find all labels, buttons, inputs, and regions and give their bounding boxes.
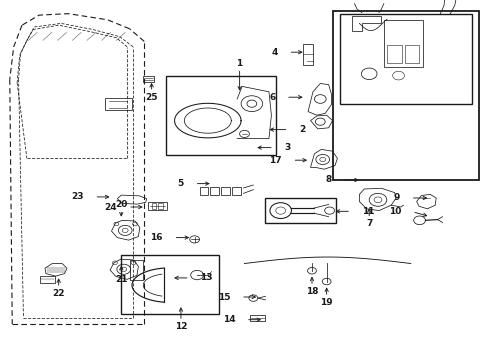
Bar (404, 45, 418, 63)
Bar (210, 187, 219, 195)
Text: 16: 16 (150, 233, 163, 242)
Text: 15: 15 (217, 292, 230, 302)
Text: 11: 11 (361, 207, 374, 216)
Text: 2: 2 (299, 125, 305, 134)
Bar (231, 187, 240, 195)
Text: 17: 17 (268, 156, 281, 165)
Text: 8: 8 (325, 175, 331, 184)
Bar (386, 45, 401, 63)
Text: 22: 22 (52, 289, 65, 298)
Text: 12: 12 (174, 322, 187, 331)
Text: 19: 19 (320, 298, 332, 307)
Bar (151, 203, 156, 209)
Text: 14: 14 (222, 315, 235, 324)
Bar (142, 76, 153, 82)
Bar (383, 20, 422, 67)
Text: 9: 9 (393, 194, 399, 202)
Bar (332, 11, 478, 180)
Text: 24: 24 (104, 202, 117, 211)
Bar (129, 260, 143, 280)
Text: 1: 1 (236, 58, 242, 68)
Bar (264, 198, 335, 223)
Bar (166, 76, 276, 155)
Bar (221, 187, 229, 195)
Text: 23: 23 (71, 192, 83, 201)
Bar (250, 315, 264, 321)
Bar (40, 276, 55, 283)
Text: 21: 21 (115, 275, 127, 284)
Bar (121, 255, 219, 314)
Text: 3: 3 (284, 143, 290, 152)
Text: 10: 10 (388, 207, 401, 216)
Text: 6: 6 (268, 93, 275, 102)
Bar (105, 98, 132, 110)
Text: 4: 4 (271, 48, 277, 57)
Bar (158, 203, 163, 209)
Text: 13: 13 (200, 274, 213, 282)
Text: 5: 5 (177, 179, 183, 188)
Bar (339, 14, 471, 104)
Text: 25: 25 (145, 93, 158, 102)
Bar (199, 187, 208, 195)
Text: 20: 20 (115, 199, 127, 209)
Text: 7: 7 (365, 219, 372, 228)
Bar (147, 202, 167, 210)
Bar (303, 44, 312, 65)
Text: 18: 18 (305, 287, 318, 296)
